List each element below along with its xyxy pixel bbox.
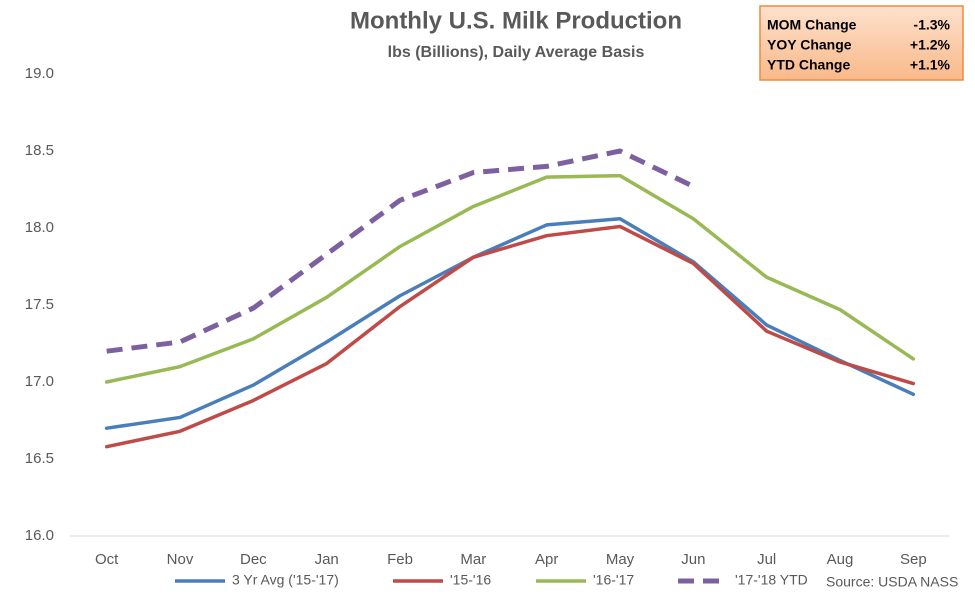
x-tick-label: May bbox=[606, 551, 635, 568]
x-tick-label: Jun bbox=[681, 551, 705, 568]
legend-label: '17-'18 YTD bbox=[735, 572, 808, 588]
x-tick-label: Feb bbox=[387, 551, 413, 568]
series-line bbox=[104, 224, 916, 449]
legend-label: '15-'16 bbox=[450, 572, 491, 588]
legend-label: 3 Yr Avg ('15-'17) bbox=[232, 572, 339, 588]
series-line bbox=[104, 217, 916, 430]
y-tick-label: 18.5 bbox=[25, 142, 54, 159]
x-tick-label: Apr bbox=[535, 551, 558, 568]
series-line bbox=[106, 148, 695, 354]
x-tick-label: Aug bbox=[827, 551, 854, 568]
chart-subtitle: lbs (Billions), Daily Average Basis bbox=[388, 44, 645, 61]
y-tick-label: 16.5 bbox=[25, 450, 54, 467]
x-tick-label: Sep bbox=[900, 551, 927, 568]
summary-box bbox=[759, 5, 964, 81]
chart-title: Monthly U.S. Milk Production bbox=[350, 7, 682, 34]
y-tick-label: 19.0 bbox=[25, 65, 54, 82]
x-tick-label: Jul bbox=[757, 551, 776, 568]
summary-label: YOY Change bbox=[767, 37, 852, 53]
x-tick-label: Nov bbox=[167, 551, 194, 568]
legend-label: '16-'17 bbox=[593, 572, 634, 588]
y-tick-label: 18.0 bbox=[25, 219, 54, 236]
summary-value: +1.2% bbox=[910, 37, 951, 53]
y-tick-label: 16.0 bbox=[25, 527, 54, 544]
summary-label: YTD Change bbox=[767, 57, 850, 73]
summary-value: +1.1% bbox=[910, 57, 951, 73]
summary-value: -1.3% bbox=[913, 17, 950, 33]
source: Source: USDA NASS bbox=[826, 574, 958, 590]
x-tick-label: Jan bbox=[315, 551, 339, 568]
x-tick-label: Oct bbox=[95, 551, 119, 568]
y-tick-label: 17.0 bbox=[25, 373, 54, 390]
x-tick-label: Mar bbox=[460, 551, 486, 568]
series-line bbox=[104, 173, 916, 384]
y-tick-label: 17.5 bbox=[25, 296, 54, 313]
x-tick-label: Dec bbox=[240, 551, 267, 568]
summary-label: MOM Change bbox=[767, 17, 857, 33]
